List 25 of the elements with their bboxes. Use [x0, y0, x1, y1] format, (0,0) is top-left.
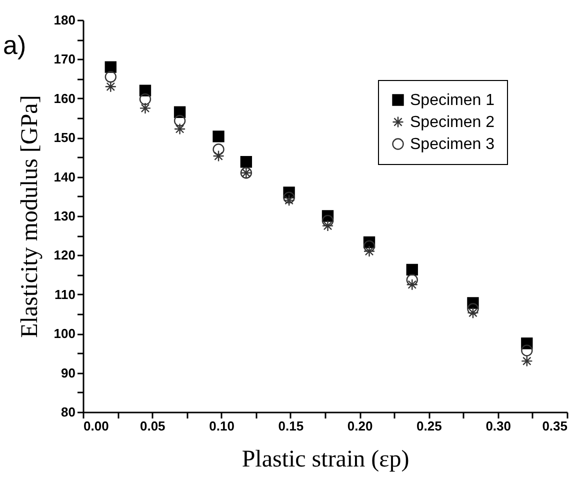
x-tick-label: 0.10: [209, 418, 234, 434]
text: a): [3, 30, 26, 60]
legend-label: Specimen 2: [410, 114, 495, 131]
y-tick-label: 180: [54, 12, 76, 28]
x-tick-label: 0.00: [84, 418, 109, 434]
legend-label: Specimen 1: [410, 92, 495, 109]
x-tick-label: 0.25: [416, 418, 442, 434]
y-tick-label: 90: [61, 365, 76, 380]
x-tick-label: 0.05: [140, 418, 166, 434]
y-tick-label: 170: [54, 52, 76, 67]
y-tick-label: 80: [61, 404, 76, 420]
legend-label: Specimen 3: [410, 136, 495, 153]
y-tick-label: 110: [54, 286, 76, 302]
y-tick-label: 150: [54, 130, 76, 146]
y-tick-label: 120: [54, 248, 76, 263]
x-tick-label: 0.15: [278, 418, 304, 434]
x-tick-label: 0.30: [486, 418, 512, 434]
y-axis-title: Elasticity modulus [GPa]: [16, 95, 43, 338]
y-tick-label: 130: [54, 208, 76, 224]
y-tick-label: 160: [54, 90, 76, 106]
x-tick-label: 0.35: [542, 418, 568, 434]
x-axis-title: Plastic strain (εp): [242, 446, 410, 472]
x-tick-label: 0.20: [347, 418, 373, 434]
y-tick-label: 100: [54, 326, 76, 342]
y-tick-label: 140: [54, 169, 76, 184]
